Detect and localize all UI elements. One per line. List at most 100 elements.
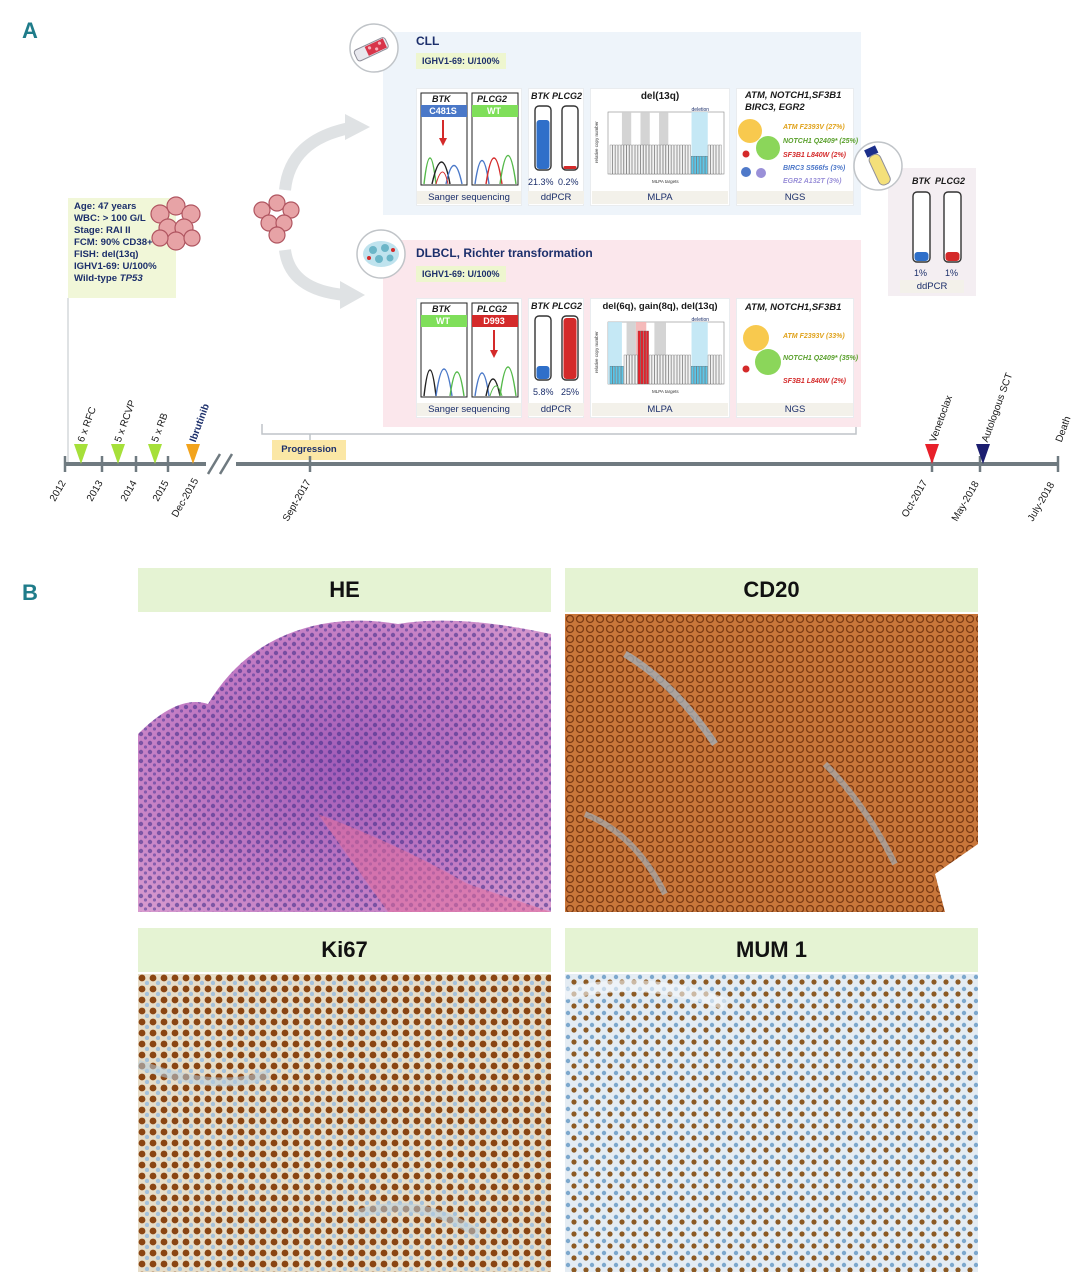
timeline <box>63 444 1060 475</box>
mlpa-bar <box>651 354 655 385</box>
cll-ddpcr-btk-pct: 21.3% <box>528 177 554 187</box>
cll-mlpa-chart: relative copy number MLPA targets deletion <box>594 107 725 184</box>
mlpa-bar <box>626 354 630 385</box>
mlpa-deletion-tag: deletion <box>692 317 710 323</box>
mlpa-bar <box>707 144 711 175</box>
mlpa-bar <box>621 365 624 385</box>
cell-cluster-icon-clone <box>253 194 300 244</box>
mlpa-xlabel: MLPA targets <box>652 179 679 184</box>
panel-b-label: B <box>22 580 38 605</box>
cll-ddpcr-btk: BTK <box>531 91 550 101</box>
stain-header-he: HE <box>138 568 551 612</box>
cell-cluster-icons <box>67 114 857 463</box>
cll-ddpcr-plcg2: PLCG2 <box>552 91 583 101</box>
rb-marker <box>148 444 162 464</box>
rfc-marker <box>74 444 88 464</box>
mlpa-bar <box>623 144 627 175</box>
cll-ddpcr-label: ddPCR <box>528 191 584 204</box>
dlbcl-ngs-mut-2: NOTCH1 Q2409* (35%) <box>783 355 859 362</box>
stain-header-mum1: MUM 1 <box>565 928 978 972</box>
blood-btk-pct: 1% <box>914 268 928 278</box>
patient-ighv: IGHV1-69: U/100% <box>74 261 157 272</box>
dlbcl-ngs-mut-1: ATM F2393V (33%) <box>783 333 845 340</box>
cll-sanger-traces <box>420 92 519 186</box>
dlbcl-ddpcr-btk: BTK <box>531 301 550 311</box>
mlpa-bar <box>643 330 646 385</box>
dlbcl-sanger-plcg2: PLCG2 <box>477 304 508 314</box>
dlbcl-ighv-tag: IGHV1-69: U/100% <box>416 266 506 282</box>
dlbcl-ngs-title: ATM, NOTCH1,SF3B1 <box>745 302 842 313</box>
cd20-stain-image <box>565 614 978 912</box>
stain-header-cd20: CD20 <box>565 568 978 612</box>
mlpa-bar <box>660 354 663 385</box>
mlpa-bar <box>615 144 618 175</box>
mlpa-bar <box>705 365 708 385</box>
mlpa-bar <box>665 144 669 175</box>
mlpa-bar <box>626 144 630 175</box>
patient-info-box: Age: 47 years WBC: > 100 G/L Stage: RAI … <box>68 198 176 298</box>
cll-sanger-plcg2-mut: WT <box>487 106 501 116</box>
mlpa-bar <box>612 365 616 385</box>
panel-bracket <box>261 424 857 435</box>
mlpa-bar <box>618 144 621 175</box>
mlpa-bar <box>654 144 658 175</box>
mlpa-ylabel: relative copy number <box>594 121 599 163</box>
mlpa-bar <box>663 144 666 175</box>
mlpa-bar <box>719 354 722 385</box>
mlpa-bar <box>609 365 613 385</box>
mlpa-bar <box>654 354 658 385</box>
dlbcl-ngs-label: NGS <box>737 403 853 416</box>
cll-title: CLL <box>416 34 440 48</box>
patient-stage: Stage: RAI II <box>74 225 131 236</box>
dlbcl-ngs-bubbles <box>742 325 781 375</box>
mlpa-bar <box>623 354 627 385</box>
mlpa-bar <box>629 354 632 385</box>
mlpa-bar <box>688 144 691 175</box>
dlbcl-mlpa-chart: relative copy number MLPA targets deletion <box>594 317 725 394</box>
cll-sanger-btk-mut: C481S <box>429 106 457 116</box>
cll-sanger-plcg2: PLCG2 <box>477 94 508 104</box>
dlbcl-sample-icon <box>356 229 406 279</box>
cll-ngs-mut-1: ATM F2393V (27%) <box>783 124 845 131</box>
mlpa-bar <box>707 354 711 385</box>
mlpa-bar <box>699 155 702 175</box>
arrow-to-cll <box>279 122 352 191</box>
mlpa-bar <box>713 144 716 175</box>
mlpa-bar <box>716 144 719 175</box>
mlpa-bar <box>702 155 705 175</box>
dlbcl-ddpcr-tubes <box>534 315 579 381</box>
mlpa-bar <box>691 155 694 175</box>
blood-tube-icon <box>853 141 903 191</box>
mlpa-bar <box>677 144 680 175</box>
cll-ddpcr-plcg2-pct: 0.2% <box>558 177 579 187</box>
venetoclax-marker <box>925 444 939 464</box>
dlbcl-ddpcr-label: ddPCR <box>528 403 584 416</box>
mlpa-bar <box>632 144 635 175</box>
blood-plcg2-pct: 1% <box>945 268 959 278</box>
dlbcl-sanger-btk-mut: WT <box>436 316 450 326</box>
progression-tag: Progression <box>272 440 346 460</box>
cll-ngs-mut-5: EGR2 A132T (3%) <box>783 178 842 185</box>
mlpa-bar <box>710 144 714 175</box>
cll-sample-icon <box>349 23 399 73</box>
patient-fish: FISH: del(13q) <box>74 249 139 260</box>
mlpa-bar <box>665 354 669 385</box>
mlpa-bar <box>660 144 663 175</box>
patient-tp53: Wild-type TP53 <box>74 273 170 285</box>
tp53-prefix: Wild-type <box>74 273 120 284</box>
cll-ngs-title-2: BIRC3, EGR2 <box>745 102 805 113</box>
cll-sanger-btk: BTK <box>432 94 451 104</box>
stain-header-ki67: Ki67 <box>138 928 551 972</box>
mlpa-bar <box>615 365 618 385</box>
mlpa-bar <box>632 354 635 385</box>
dlbcl-sanger-btk: BTK <box>432 304 451 314</box>
mlpa-bar <box>682 354 686 385</box>
blood-ddpcr-label: ddPCR <box>900 280 964 293</box>
mlpa-bar <box>651 144 655 175</box>
mlpa-bar <box>696 365 700 385</box>
mlpa-bar <box>679 354 683 385</box>
mlpa-bar <box>693 365 697 385</box>
mlpa-bar <box>649 144 652 175</box>
mlpa-bar <box>629 144 632 175</box>
mlpa-bar <box>671 144 674 175</box>
